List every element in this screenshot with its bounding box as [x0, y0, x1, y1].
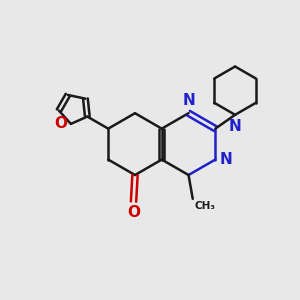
Text: O: O [54, 116, 67, 131]
Text: N: N [220, 152, 233, 167]
Text: N: N [182, 94, 195, 109]
Text: O: O [127, 206, 140, 220]
Text: CH₃: CH₃ [194, 201, 215, 211]
Text: N: N [229, 118, 242, 134]
